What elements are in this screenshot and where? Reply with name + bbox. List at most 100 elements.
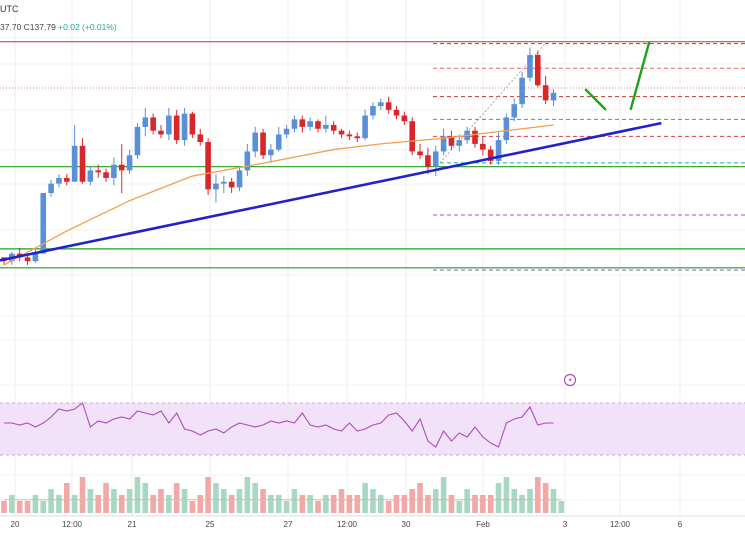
candle-body bbox=[291, 119, 298, 129]
volume-bar bbox=[87, 489, 94, 513]
x-tick-label: 20 bbox=[11, 520, 20, 529]
volume-bar bbox=[542, 483, 549, 513]
volume-bar bbox=[409, 489, 415, 513]
volume-bar bbox=[346, 495, 353, 513]
volume-bar bbox=[323, 495, 329, 513]
volume-bar bbox=[417, 483, 423, 513]
x-tick-label: 27 bbox=[284, 520, 293, 529]
volume-bar bbox=[456, 501, 463, 513]
candle-body bbox=[142, 117, 149, 127]
candle-body bbox=[456, 140, 463, 146]
x-tick-label: 12:00 bbox=[610, 520, 631, 529]
candles bbox=[1, 47, 557, 265]
x-tick-label: Feb bbox=[476, 520, 490, 529]
candle-body bbox=[275, 134, 282, 150]
moving-average-line bbox=[3, 124, 554, 266]
candle-body bbox=[221, 181, 227, 184]
volume-bar bbox=[134, 477, 141, 513]
volume-bars bbox=[1, 477, 565, 513]
candle-body bbox=[385, 102, 392, 110]
candle-body bbox=[56, 177, 62, 184]
candle-body bbox=[354, 136, 361, 139]
candle-body bbox=[32, 253, 39, 262]
candle-body bbox=[480, 143, 486, 150]
volume-bar bbox=[173, 483, 180, 513]
ohlc-close-prefix: C bbox=[23, 22, 30, 32]
candle-body bbox=[472, 130, 478, 144]
candle-body bbox=[535, 55, 541, 86]
volume-bar bbox=[487, 495, 494, 513]
volume-bar bbox=[385, 501, 392, 513]
volume-bar bbox=[228, 495, 235, 513]
trendline bbox=[0, 121, 662, 262]
candle-body bbox=[315, 121, 321, 129]
volume-bar bbox=[425, 495, 431, 513]
candle-body bbox=[260, 132, 266, 156]
volume-bar bbox=[118, 495, 125, 513]
volume-bar bbox=[519, 495, 525, 513]
candle-body bbox=[503, 117, 510, 141]
event-marker[interactable] bbox=[563, 373, 577, 387]
candle-body bbox=[448, 136, 455, 146]
volume-bar bbox=[354, 495, 361, 513]
volume-bar bbox=[213, 483, 219, 513]
volume-bar bbox=[370, 489, 376, 513]
candle-body bbox=[126, 155, 133, 171]
candle-body bbox=[24, 257, 31, 262]
candle-body bbox=[150, 117, 156, 131]
volume-bar bbox=[205, 477, 211, 513]
volume-bar bbox=[9, 495, 15, 513]
volume-bar bbox=[142, 483, 149, 513]
candle-body bbox=[205, 142, 211, 190]
volume-bar bbox=[440, 477, 447, 513]
volume-bar bbox=[378, 495, 384, 513]
candle-body bbox=[166, 115, 172, 135]
ohlc-change: +0.02 (+0.01%) bbox=[58, 22, 117, 32]
volume-bar bbox=[244, 477, 251, 513]
candle-body bbox=[118, 164, 125, 171]
candle-body bbox=[432, 151, 439, 167]
volume-bar bbox=[535, 477, 541, 513]
volume-bar bbox=[315, 501, 321, 513]
candle-body bbox=[401, 115, 408, 122]
ohlc-readout: 37.70 C137.79 +0.02 (+0.01%) bbox=[0, 22, 117, 32]
rsi-band bbox=[0, 403, 745, 455]
volume-bar bbox=[71, 495, 78, 513]
volume-bar bbox=[330, 495, 337, 513]
volume-bar bbox=[558, 501, 565, 513]
x-axis: 20 12:00 21 25 27 12:00 30 Feb 3 12:00 6 bbox=[0, 515, 745, 558]
candle-body bbox=[487, 149, 494, 161]
x-tick-label: 21 bbox=[128, 520, 137, 529]
volume-bar bbox=[221, 489, 227, 513]
volume-bar bbox=[464, 489, 470, 513]
volume-bar bbox=[24, 501, 31, 513]
x-tick-label: 3 bbox=[563, 520, 568, 529]
candle-body bbox=[244, 151, 251, 171]
x-tick-label: 6 bbox=[678, 520, 683, 529]
volume-bar bbox=[236, 489, 243, 513]
candle-body bbox=[189, 113, 196, 135]
candle-body bbox=[527, 55, 533, 78]
volume-bar bbox=[16, 501, 23, 513]
candle-body bbox=[79, 145, 86, 182]
candle-body bbox=[181, 113, 188, 141]
candle-body bbox=[236, 170, 243, 188]
candle-body bbox=[542, 85, 549, 101]
candle-body bbox=[134, 126, 141, 156]
volume-bar bbox=[495, 483, 502, 513]
volume-bar bbox=[103, 483, 109, 513]
candle-body bbox=[425, 155, 431, 167]
candle-body bbox=[103, 172, 109, 178]
volume-bar bbox=[480, 495, 486, 513]
volume-bar bbox=[111, 489, 117, 513]
volume-bar bbox=[40, 501, 47, 513]
candle-body bbox=[440, 136, 447, 152]
candle-body bbox=[362, 115, 368, 139]
candle-body bbox=[338, 130, 345, 135]
volume-bar bbox=[338, 489, 345, 513]
prediction-segment bbox=[584, 88, 607, 111]
overlays bbox=[0, 41, 662, 448]
volume-bar bbox=[291, 489, 298, 513]
volume-bar bbox=[48, 489, 54, 513]
